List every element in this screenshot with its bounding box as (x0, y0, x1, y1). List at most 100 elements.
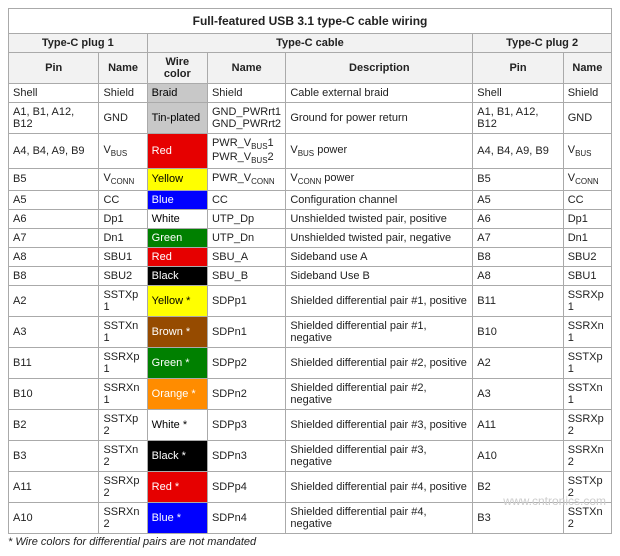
col-pin1: Pin (9, 53, 99, 84)
table-cell: SSRXn2 (99, 502, 147, 533)
table-cell: B8 (473, 247, 563, 266)
table-cell: B10 (473, 316, 563, 347)
table-cell: A8 (9, 247, 99, 266)
table-cell: B2 (9, 409, 99, 440)
table-cell: SSTXp1 (99, 285, 147, 316)
table-cell: SSRXp1 (563, 285, 611, 316)
table-cell: B11 (473, 285, 563, 316)
table-cell: Shielded differential pair #4, negative (286, 502, 473, 533)
table-cell: VBUS power (286, 134, 473, 169)
wirecolor-cell: Red (147, 134, 207, 169)
wirecolor-cell: White (147, 209, 207, 228)
col-desc: Description (286, 53, 473, 84)
table-cell: VBUS (563, 134, 611, 169)
table-cell: Unshielded twisted pair, positive (286, 209, 473, 228)
wirecolor-cell: Green * (147, 347, 207, 378)
table-cell: B3 (473, 502, 563, 533)
table-cell: SBU2 (563, 247, 611, 266)
table-cell: SSRXn2 (563, 440, 611, 471)
table-cell: SSTXp1 (563, 347, 611, 378)
wirecolor-cell: Blue (147, 190, 207, 209)
header-plug2: Type-C plug 2 (473, 34, 612, 53)
table-cell: A11 (9, 471, 99, 502)
footnote: * Wire colors for differential pairs are… (8, 536, 612, 548)
table-cell: PWR_VCONN (207, 169, 285, 190)
table-cell: Shielded differential pair #3, positive (286, 409, 473, 440)
table-cell: Shielded differential pair #2, positive (286, 347, 473, 378)
wirecolor-cell: Green (147, 228, 207, 247)
table-cell: Shield (99, 84, 147, 103)
table-cell: A6 (473, 209, 563, 228)
col-name1: Name (99, 53, 147, 84)
table-cell: SDPp1 (207, 285, 285, 316)
table-cell: SSTXn2 (563, 502, 611, 533)
table-cell: B8 (9, 266, 99, 285)
table-cell: SSTXp2 (563, 471, 611, 502)
table-row: B5VCONNYellowPWR_VCONNVCONN powerB5VCONN (9, 169, 612, 190)
table-cell: Shielded differential pair #2, negative (286, 378, 473, 409)
wirecolor-cell: Brown * (147, 316, 207, 347)
table-cell: SDPn2 (207, 378, 285, 409)
table-cell: B3 (9, 440, 99, 471)
table-cell: SSTXn1 (99, 316, 147, 347)
table-cell: A2 (473, 347, 563, 378)
table-cell: A10 (9, 502, 99, 533)
table-row: B11SSRXp1Green *SDPp2Shielded differenti… (9, 347, 612, 378)
wirecolor-cell: Tin-plated (147, 103, 207, 134)
table-cell: Ground for power return (286, 103, 473, 134)
table-cell: Cable external braid (286, 84, 473, 103)
table-cell: SSRXp2 (563, 409, 611, 440)
table-cell: CC (207, 190, 285, 209)
table-row: A2SSTXp1Yellow *SDPp1Shielded differenti… (9, 285, 612, 316)
table-cell: SSTXn2 (99, 440, 147, 471)
table-row: B8SBU2BlackSBU_BSideband Use BA8SBU1 (9, 266, 612, 285)
table-cell: A1, B1, A12, B12 (9, 103, 99, 134)
wirecolor-cell: Red (147, 247, 207, 266)
table-cell: Shell (473, 84, 563, 103)
table-cell: Unshielded twisted pair, negative (286, 228, 473, 247)
table-cell: SDPp4 (207, 471, 285, 502)
table-cell: VCONN (563, 169, 611, 190)
table-row: A10SSRXn2Blue *SDPn4Shielded differentia… (9, 502, 612, 533)
wirecolor-cell: Yellow (147, 169, 207, 190)
table-cell: SBU2 (99, 266, 147, 285)
table-cell: B10 (9, 378, 99, 409)
table-row: A8SBU1RedSBU_ASideband use AB8SBU2 (9, 247, 612, 266)
table-cell: SDPp3 (207, 409, 285, 440)
table-title: Full-featured USB 3.1 type-C cable wirin… (9, 9, 612, 34)
table-row: A3SSTXn1Brown *SDPn1Shielded differentia… (9, 316, 612, 347)
table-row: A1, B1, A12, B12GNDTin-platedGND_PWRrt1G… (9, 103, 612, 134)
table-cell: A11 (473, 409, 563, 440)
table-row: ShellShieldBraidShieldCable external bra… (9, 84, 612, 103)
table-cell: GND (99, 103, 147, 134)
table-cell: B2 (473, 471, 563, 502)
table-cell: SSRXn1 (563, 316, 611, 347)
wirecolor-cell: Blue * (147, 502, 207, 533)
table-cell: A7 (9, 228, 99, 247)
wirecolor-cell: Red * (147, 471, 207, 502)
header-cable: Type-C cable (147, 34, 473, 53)
table-cell: SSTXn1 (563, 378, 611, 409)
table-cell: SBU1 (99, 247, 147, 266)
group-header-row: Type-C plug 1 Type-C cable Type-C plug 2 (9, 34, 612, 53)
wirecolor-cell: Braid (147, 84, 207, 103)
table-cell: CC (563, 190, 611, 209)
table-cell: SSRXp2 (99, 471, 147, 502)
table-cell: SBU_B (207, 266, 285, 285)
wirecolor-cell: White * (147, 409, 207, 440)
table-cell: Shielded differential pair #4, positive (286, 471, 473, 502)
table-cell: SSRXn1 (99, 378, 147, 409)
column-header-row: Pin Name Wire color Name Description Pin… (9, 53, 612, 84)
table-cell: A5 (473, 190, 563, 209)
table-cell: B5 (473, 169, 563, 190)
wirecolor-cell: Black (147, 266, 207, 285)
table-row: B3SSTXn2Black *SDPn3Shielded differentia… (9, 440, 612, 471)
table-cell: A3 (473, 378, 563, 409)
table-cell: Shield (563, 84, 611, 103)
table-row: A5CCBlueCCConfiguration channelA5CC (9, 190, 612, 209)
table-row: A11SSRXp2Red *SDPp4Shielded differential… (9, 471, 612, 502)
table-cell: UTP_Dn (207, 228, 285, 247)
table-cell: A4, B4, A9, B9 (9, 134, 99, 169)
table-cell: SSTXp2 (99, 409, 147, 440)
table-cell: B5 (9, 169, 99, 190)
